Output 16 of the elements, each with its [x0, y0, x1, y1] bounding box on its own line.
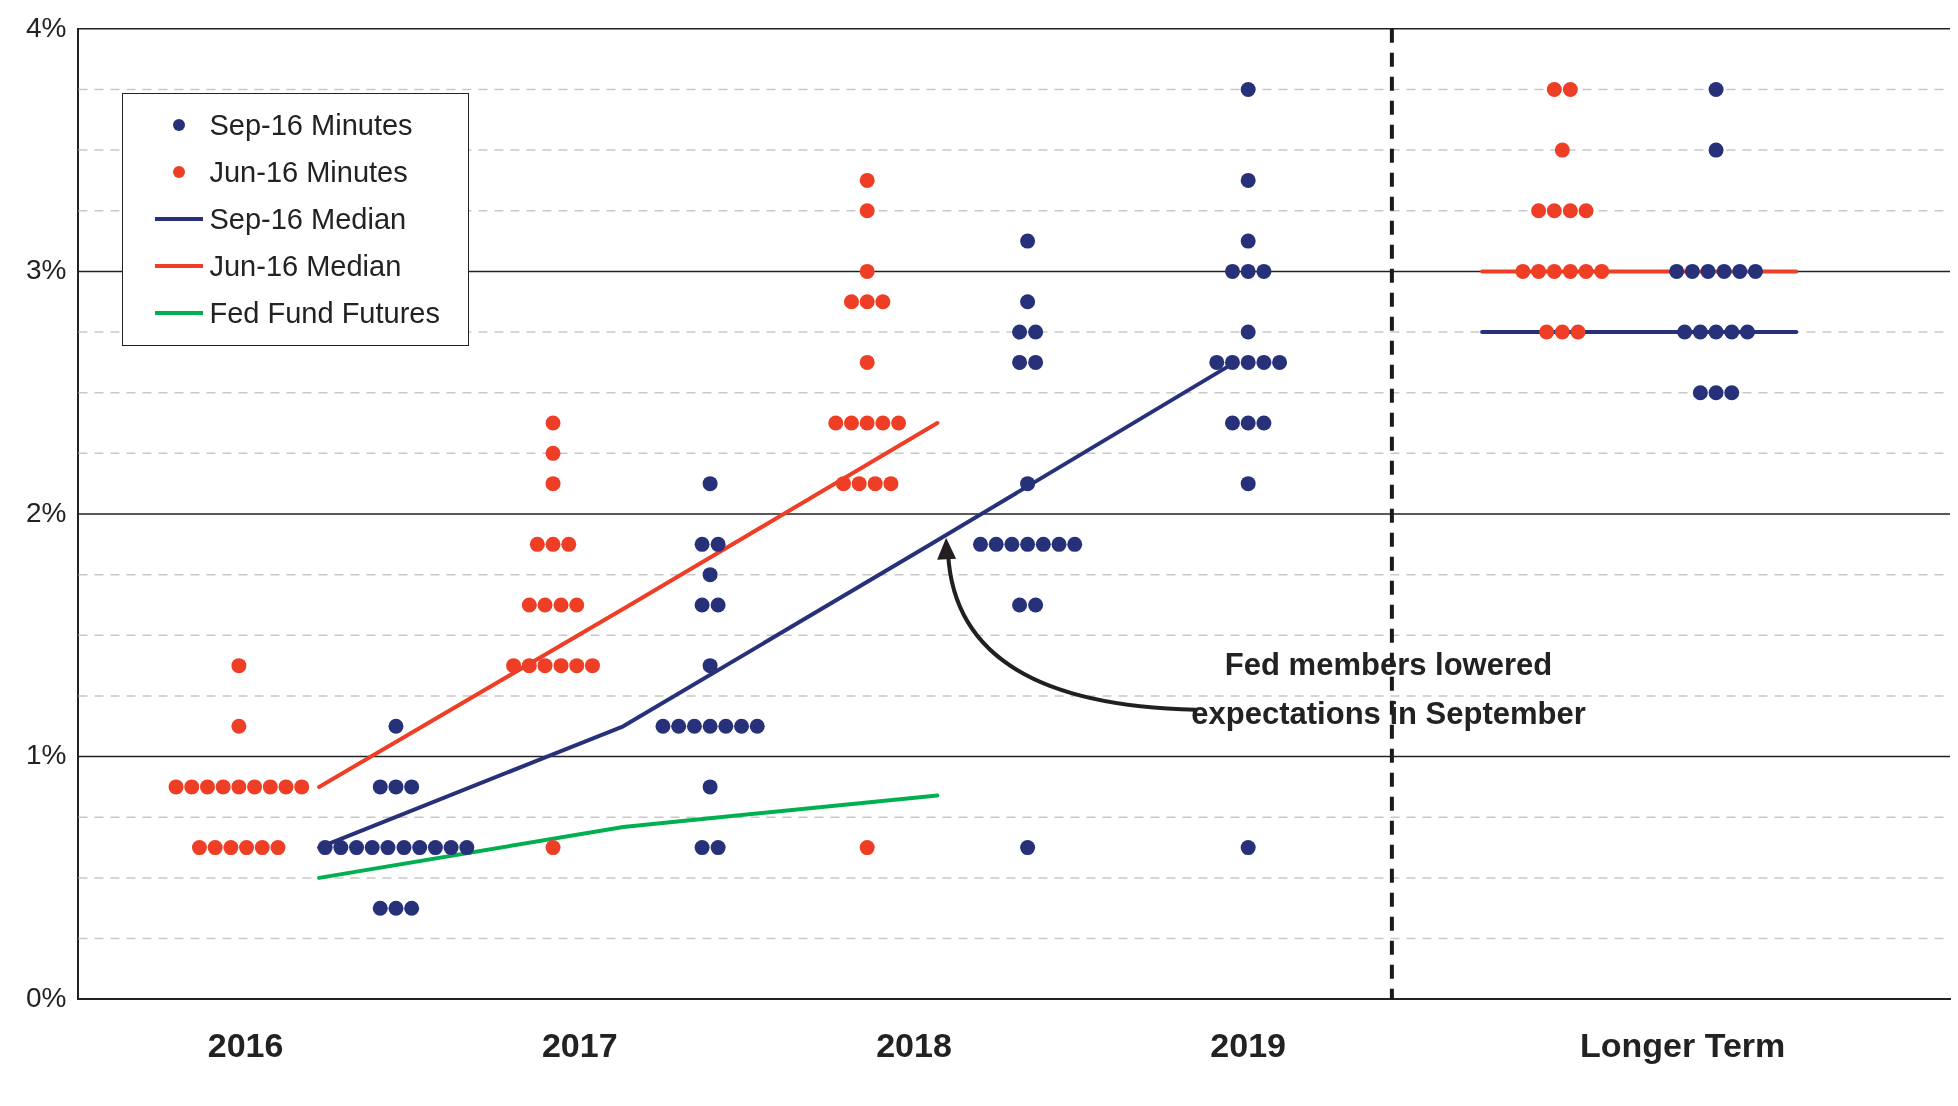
annotation: Fed members lowered expectations in September [1191, 646, 1586, 731]
legend-label: Sep-16 Median [209, 202, 407, 236]
y-tick-label: 3% [26, 254, 67, 286]
legend-label: Sep-16 Minutes [209, 108, 413, 142]
y-tick-label: 0% [26, 981, 67, 1013]
x-tick-label: Longer Term [1580, 1025, 1786, 1064]
legend-label: Jun-16 Minutes [209, 155, 408, 189]
x-tick-label: 2019 [1210, 1025, 1286, 1064]
x-tick-label: 2017 [541, 1025, 618, 1064]
x-tick-label: 2018 [876, 1025, 952, 1064]
x-tick-label: 2016 [207, 1025, 284, 1064]
legend-label: Jun-16 Median [209, 249, 402, 283]
y-tick-label: 4% [26, 11, 67, 43]
y-tick-label: 1% [26, 739, 67, 771]
legend-label: Fed Fund Futures [209, 296, 440, 330]
y-tick-label: 2% [26, 496, 67, 528]
